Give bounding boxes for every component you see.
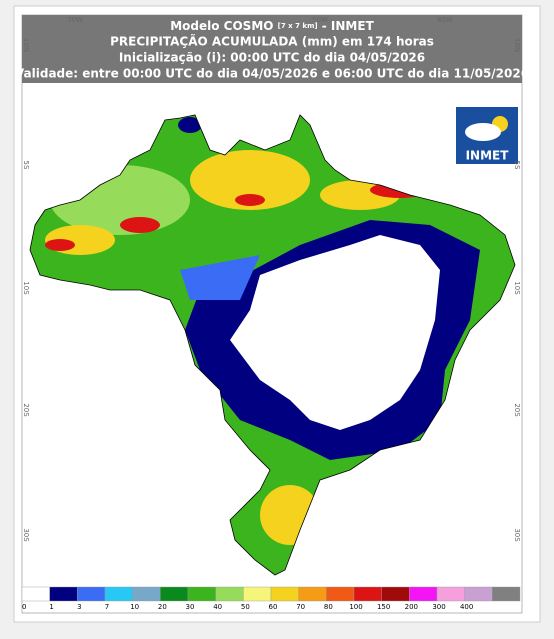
color-box [270,586,299,602]
color-label: 200 [405,603,418,611]
color-label: 1 [49,603,53,611]
color-box [187,586,216,602]
axes: 70W 50W 40W 10N 5S 10S 20S 30S 10N 5S 10S 20S 30S [22,16,521,542]
color-label: 50 [241,603,250,611]
lat-label: 10S [513,281,521,295]
color-box [464,586,493,602]
lon-label: 40W [437,16,453,24]
lat-label: 5S [513,161,521,170]
valid-line: Validade: entre 00:00 UTC do dia 04/05/2… [15,67,529,81]
header-band [22,15,522,83]
lat-label: 5S [22,161,30,170]
colorbar: 0 1 3 7 10 20 30 40 50 60 70 80 100 150 200 300 400 [21,586,521,611]
lat-label: 10S [22,281,30,295]
color-label: 10 [130,603,139,611]
color-box [21,586,50,602]
color-box [132,586,161,602]
model: Modelo COSMO [170,19,273,33]
lat-label: 30S [22,528,30,542]
color-label: 20 [158,603,167,611]
color-label: 100 [349,603,362,611]
lat-label: 20S [513,403,521,417]
lat-label: 10N [513,38,521,52]
subtitle: PRECIPITAÇÃO ACUMULADA (mm) em 174 horas [110,34,434,49]
color-box [215,586,244,602]
resolution: [7 x 7 km] [278,22,318,30]
color-label: 3 [77,603,81,611]
color-box [409,586,438,602]
init-line: Inicialização (i): 00:00 UTC do dia 04/0… [119,51,425,65]
title-line: Modelo COSMO [7 x 7 km] - INMET [170,19,374,33]
color-box [492,586,521,602]
color-label: 80 [324,603,333,611]
color-box [160,586,189,602]
color-label: 0 [22,603,26,611]
color-label: 60 [269,603,278,611]
color-label: 30 [186,603,195,611]
lon-label: 70W [67,16,83,24]
color-box [326,586,355,602]
color-box [243,586,272,602]
lat-label: 10N [22,38,30,52]
color-label: 150 [377,603,390,611]
color-label: 300 [432,603,445,611]
lon-label: 50W [312,16,328,24]
precipitation-field [30,115,515,575]
logo-text: INMET [466,149,510,163]
color-box [381,586,410,602]
inmet-logo: INMET [456,107,518,164]
color-box [298,586,327,602]
color-box [104,586,133,602]
color-label: 70 [296,603,305,611]
color-box [436,586,465,602]
lat-label: 30S [513,528,521,542]
color-box [49,586,78,602]
color-box [77,586,106,602]
color-label: 40 [213,603,222,611]
lat-label: 20S [22,403,30,417]
color-label: 7 [105,603,109,611]
suffix: - INMET [322,19,375,33]
color-label: 400 [460,603,473,611]
color-box [353,586,382,602]
